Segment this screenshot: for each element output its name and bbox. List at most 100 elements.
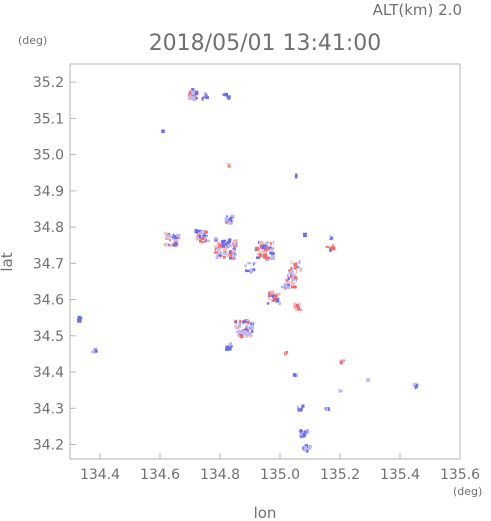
y-axis-label: lat — [0, 252, 16, 271]
data-point — [244, 328, 247, 332]
data-point — [329, 235, 332, 239]
data-point — [299, 268, 302, 272]
data-point — [259, 242, 263, 245]
data-point — [412, 382, 417, 386]
data-point — [225, 241, 228, 243]
data-point — [233, 253, 237, 256]
data-point — [298, 302, 301, 305]
data-point — [174, 239, 178, 242]
data-point — [93, 348, 98, 351]
data-point — [331, 246, 334, 250]
data-point — [256, 253, 259, 256]
data-point — [284, 278, 287, 281]
data-point — [174, 242, 177, 245]
data-point — [283, 283, 288, 287]
data-point — [245, 269, 247, 273]
data-point — [290, 266, 293, 270]
data-point — [251, 321, 254, 324]
data-point — [204, 230, 208, 234]
data-point — [205, 94, 208, 97]
data-point — [227, 164, 231, 168]
data-point — [235, 326, 239, 330]
x-tick-label: 135.0 — [260, 467, 300, 483]
data-point — [242, 330, 247, 335]
data-point — [293, 276, 298, 280]
data-point — [298, 408, 302, 411]
data-point — [244, 264, 247, 268]
data-point — [203, 234, 208, 237]
data-point — [215, 255, 219, 260]
data-point — [274, 298, 279, 302]
data-point — [294, 309, 300, 311]
data-point — [230, 214, 235, 219]
data-point — [223, 247, 228, 252]
data-point — [195, 96, 198, 100]
data-point — [228, 220, 231, 225]
data-points — [77, 88, 419, 453]
data-point — [305, 449, 309, 453]
data-point — [240, 334, 242, 338]
data-point — [230, 251, 234, 254]
data-point — [308, 444, 312, 449]
data-point — [195, 229, 197, 232]
data-point — [202, 241, 205, 243]
data-point — [293, 282, 295, 285]
data-point — [246, 321, 250, 325]
data-point — [193, 88, 196, 92]
data-point — [222, 255, 226, 259]
altitude-label: ALT(km) 2.0 — [373, 1, 462, 19]
data-point — [224, 253, 227, 256]
data-point — [222, 240, 227, 243]
data-point — [191, 94, 196, 97]
data-point — [231, 254, 236, 259]
data-point — [301, 404, 305, 408]
data-point — [199, 239, 202, 243]
data-point — [328, 407, 330, 411]
y-axis: 34.2 34.3 34.4 34.5 34.6 34.7 34.8 34.9 35.0 35.1… — [33, 75, 76, 454]
data-point — [260, 254, 264, 257]
data-point — [234, 320, 238, 324]
data-point — [339, 359, 343, 365]
data-point — [266, 241, 269, 244]
data-point — [245, 325, 249, 327]
y-tick-label: 35.0 — [33, 148, 64, 164]
data-point — [299, 430, 303, 432]
data-point — [248, 335, 253, 338]
y-tick-label: 34.9 — [33, 184, 64, 200]
data-point — [271, 294, 275, 298]
x-tick-label: 135.6 — [440, 467, 480, 483]
data-point — [305, 430, 310, 433]
data-point — [262, 251, 267, 254]
data-point — [191, 96, 195, 101]
data-point — [299, 435, 304, 438]
data-point — [286, 273, 289, 278]
data-point — [269, 250, 274, 253]
data-point — [191, 88, 195, 93]
data-point — [228, 238, 232, 243]
data-point — [272, 240, 275, 245]
data-point — [234, 319, 238, 322]
data-point — [189, 97, 192, 100]
data-point — [340, 359, 344, 361]
data-point — [270, 290, 273, 295]
data-point — [234, 324, 238, 327]
data-point — [296, 266, 300, 268]
data-point — [232, 257, 236, 260]
data-point — [172, 237, 174, 240]
data-point — [238, 323, 242, 328]
data-point — [330, 246, 333, 249]
data-point — [233, 252, 236, 255]
data-point — [217, 247, 219, 252]
data-point — [195, 236, 199, 241]
data-point — [284, 350, 287, 355]
data-point — [77, 315, 81, 320]
data-point — [247, 329, 249, 334]
data-point — [290, 285, 296, 289]
data-point — [339, 390, 343, 393]
data-point — [218, 254, 222, 257]
data-point — [234, 245, 238, 247]
y-tick-label: 34.4 — [33, 365, 64, 381]
data-point — [197, 229, 202, 233]
data-point — [172, 233, 175, 236]
